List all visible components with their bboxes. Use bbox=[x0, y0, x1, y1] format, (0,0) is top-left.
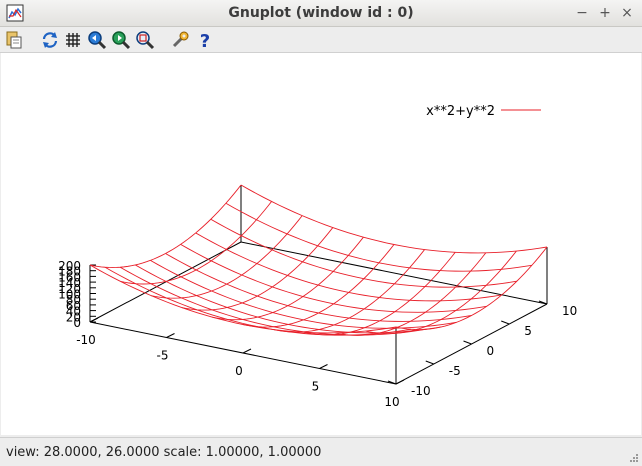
z-tick-label: 80 bbox=[66, 293, 81, 307]
z-tick-label: 160 bbox=[58, 270, 81, 284]
x-tick bbox=[166, 333, 175, 338]
y-tick-label: 5 bbox=[524, 324, 532, 338]
z-tick-label: 120 bbox=[58, 282, 81, 296]
y-tick-label: -10 bbox=[411, 384, 431, 398]
mesh-line bbox=[165, 253, 472, 322]
z-tick-label: 60 bbox=[66, 299, 81, 313]
copy-to-clipboard-icon[interactable] bbox=[4, 30, 24, 50]
y-tick bbox=[425, 360, 434, 365]
maximize-button[interactable]: + bbox=[599, 5, 611, 21]
y-tick bbox=[463, 340, 472, 345]
y-tick bbox=[501, 320, 510, 325]
status-bar: view: 28.0000, 26.0000 scale: 1.00000, 1… bbox=[0, 437, 642, 466]
y-tick bbox=[538, 300, 548, 305]
z-tick-label: 100 bbox=[58, 288, 81, 302]
mesh-line bbox=[240, 184, 548, 254]
zoom-previous-icon[interactable] bbox=[87, 30, 107, 50]
x-tick bbox=[242, 348, 252, 354]
axes-box bbox=[89, 185, 548, 385]
svg-text:?: ? bbox=[200, 31, 210, 50]
resize-grip-icon[interactable] bbox=[629, 453, 639, 463]
x-tick-label: 0 bbox=[235, 364, 243, 378]
z-tick-label: 200 bbox=[58, 259, 81, 273]
surface-plot: -10-50510-10-505100204060801001201401601… bbox=[58, 104, 577, 409]
x-tick bbox=[89, 317, 99, 323]
window-title: Gnuplot (window id : 0) bbox=[228, 5, 414, 21]
z-tick-label: 0 bbox=[73, 316, 81, 330]
x-tick-label: 5 bbox=[312, 380, 320, 394]
tick-labels: -10-50510-10-505100204060801001201401601… bbox=[58, 259, 577, 409]
mesh-line bbox=[89, 264, 397, 334]
minimize-button[interactable]: − bbox=[576, 5, 588, 21]
mesh-line bbox=[150, 259, 457, 329]
toolbar: ? bbox=[0, 27, 642, 53]
mesh-line bbox=[212, 236, 364, 321]
x-tick bbox=[319, 364, 328, 369]
grid-icon[interactable] bbox=[63, 30, 83, 50]
mesh-line bbox=[304, 252, 456, 336]
mesh-line bbox=[120, 201, 272, 285]
surface-mesh bbox=[89, 184, 548, 336]
z-tick-label: 40 bbox=[66, 305, 81, 319]
options-icon[interactable] bbox=[170, 30, 190, 50]
y-tick-label: -5 bbox=[449, 364, 461, 378]
mesh-line bbox=[181, 227, 334, 311]
mesh-line bbox=[119, 266, 427, 336]
legend-label: x**2+y**2 bbox=[426, 104, 495, 119]
x-tick-label: 10 bbox=[384, 395, 399, 409]
unzoom-icon[interactable] bbox=[135, 30, 155, 50]
mesh-line bbox=[180, 243, 487, 313]
box-edge bbox=[240, 241, 548, 305]
zoom-next-icon[interactable] bbox=[111, 30, 131, 50]
close-button[interactable]: × bbox=[621, 5, 633, 21]
z-tick-label: 140 bbox=[58, 276, 81, 290]
title-bar[interactable]: Gnuplot (window id : 0) − + × bbox=[0, 0, 642, 27]
help-icon[interactable]: ? bbox=[195, 30, 215, 50]
mesh-line bbox=[273, 249, 425, 333]
y-tick-label: 0 bbox=[487, 344, 495, 358]
x-tick bbox=[395, 379, 405, 385]
x-tick-label: -5 bbox=[157, 349, 169, 363]
z-tick-label: 20 bbox=[66, 310, 81, 324]
z-tick-label: 180 bbox=[58, 265, 81, 279]
mesh-line bbox=[195, 232, 502, 302]
mesh-line bbox=[135, 264, 442, 334]
y-tick-label: 10 bbox=[562, 304, 577, 318]
gnuplot-app-icon bbox=[6, 4, 24, 22]
plot-area[interactable]: -10 -5 0 5 10 -10 -5 0 5 10 0 20 40 60 80 100 120 140 160 1… bbox=[1, 53, 641, 435]
box-edge bbox=[89, 241, 242, 323]
x-tick-label: -10 bbox=[76, 333, 96, 347]
mesh-line bbox=[225, 202, 532, 272]
status-text: view: 28.0000, 26.0000 scale: 1.00000, 1… bbox=[6, 445, 322, 460]
y-tick bbox=[387, 380, 397, 385]
mesh-line bbox=[210, 218, 517, 288]
replot-icon[interactable] bbox=[40, 30, 60, 50]
